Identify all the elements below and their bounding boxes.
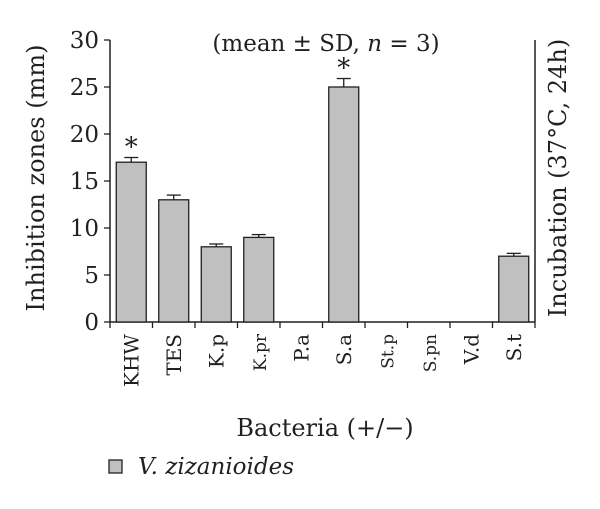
x-tick-label-TES: TES [162,334,186,376]
y-tick-label: 25 [70,75,99,101]
error-bars [124,77,521,257]
bar-S.a [328,86,360,323]
y-tick-label: 15 [70,169,99,195]
x-tick-label-St.p: St.p [378,334,398,369]
bar-S.t [498,255,530,323]
x-tick-label-V.d: V.d [459,334,483,365]
title-n: n [367,31,382,57]
x-tick-label-S.pn: S.pn [421,334,441,372]
bars [115,86,530,323]
bar-K.pr [243,236,275,323]
x-tick-label-S.a: S.a [332,334,356,365]
bar-TES [158,199,190,323]
title-part-before: (mean ± SD, [212,31,367,57]
significance-marker-S.a: * [337,54,350,84]
y-tick-label: 30 [70,28,99,54]
significance-markers: ** [125,54,351,163]
legend: V. zizanioides [108,454,294,480]
significance-marker-KHW: * [125,133,138,163]
y-tick-label: 20 [70,122,99,148]
bar-K.p [200,246,232,323]
legend-label: V. zizanioides [138,454,294,480]
x-axis-label: Bacteria (+/−) [236,414,413,442]
x-tick-label-K.p: K.p [204,334,228,368]
y-tick-label: 5 [84,263,99,289]
y-tick-labels: 0 5 10 15 20 25 30 [70,28,99,336]
x-tick-label-K.pr: K.pr [251,333,271,371]
x-tick-label-KHW: KHW [119,334,143,387]
y-tick-label: 0 [84,310,99,336]
legend-swatch [108,459,123,474]
chart-title: (mean ± SD, n = 3) [212,31,439,57]
x-tick-label-S.t: S.t [502,334,526,361]
y-axis-label: Inhibition zones (mm) [22,45,50,312]
x-tick-labels: KHW TES K.p K.pr P.a S.a St.p S.pn V.d S.t [119,333,526,387]
title-part-after: = 3) [382,31,440,57]
bar-KHW [115,161,147,323]
y-tick-label: 10 [70,216,99,242]
x-tick-label-P.a: P.a [289,334,313,362]
right-axis-label: Incubation (37°C, 24h) [544,39,572,317]
